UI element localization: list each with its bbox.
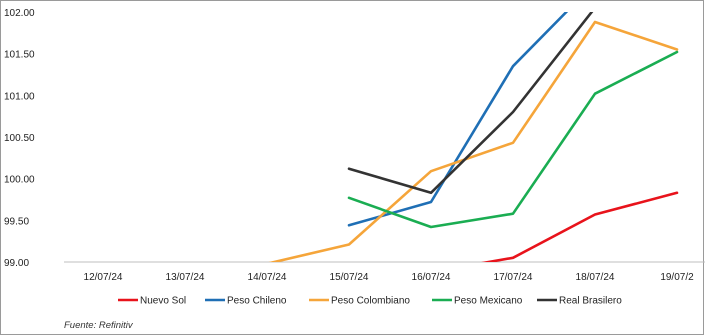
series-line-peso-colombiano: [268, 20, 679, 262]
y-tick-label: 99.50: [4, 216, 29, 227]
y-tick-label: 101.00: [4, 91, 35, 102]
x-tick-label: 17/07/24: [494, 272, 533, 283]
legend-label-peso-mexicano: Peso Mexicano: [454, 296, 523, 307]
y-tick-label: 100.00: [4, 175, 35, 186]
legend-label-real-brasilero: Real Brasilero: [559, 296, 622, 307]
series-line-real-brasilero: [347, 12, 594, 195]
y-tick-label: 100.50: [4, 133, 35, 144]
y-axis: 99.00 99.50 100.00 100.50 101.00 101.50 102.00: [4, 8, 35, 269]
x-tick-label: 14/07/24: [248, 272, 287, 283]
x-tick-label: 13/07/24: [166, 272, 205, 283]
x-tick-label: 12/07/24: [84, 272, 123, 283]
y-tick-label: 102.00: [4, 8, 35, 19]
source-note: Fuente: Refinitiv: [64, 320, 133, 331]
legend-label-peso-colombiano: Peso Colombiano: [331, 296, 410, 307]
legend-label-peso-chileno: Peso Chileno: [227, 296, 287, 307]
series-layer: [268, 12, 679, 262]
series-line-peso-chileno: [347, 12, 569, 227]
y-tick-label: 101.50: [4, 50, 35, 61]
x-tick-label: 18/07/24: [576, 272, 615, 283]
x-tick-label: 19/07/2: [660, 272, 694, 283]
series-line-peso-mexicano: [347, 50, 679, 229]
x-tick-label: 15/07/24: [330, 272, 369, 283]
legend-label-nuevo-sol: Nuevo Sol: [140, 296, 186, 307]
y-tick-label: 99.00: [4, 258, 29, 269]
legend: Nuevo Sol Peso Chileno Peso Colombiano Peso…: [118, 296, 622, 307]
x-tick-label: 16/07/24: [412, 272, 451, 283]
x-axis: 12/07/24 13/07/24 14/07/24 15/07/24 16/07/24…: [64, 261, 705, 283]
series-line-nuevo-sol: [481, 191, 679, 262]
